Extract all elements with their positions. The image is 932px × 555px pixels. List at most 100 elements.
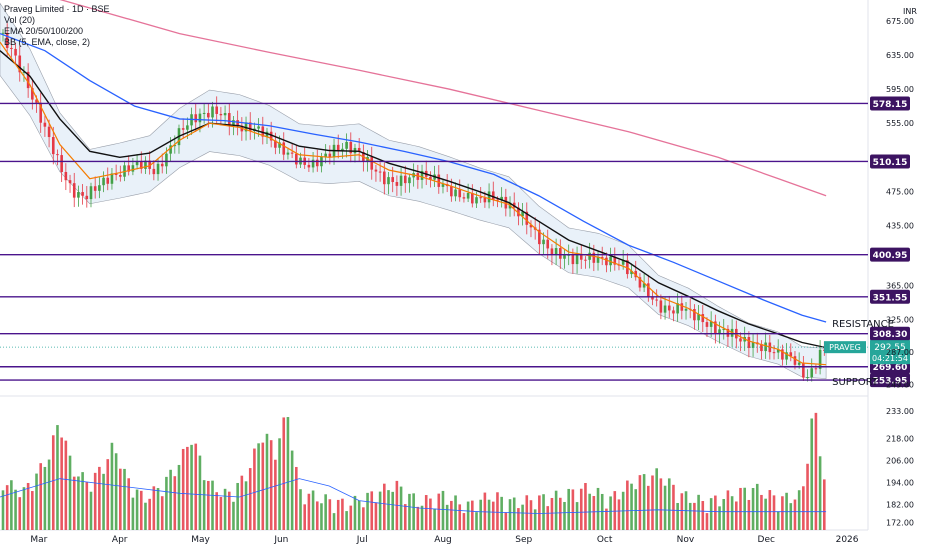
candle-body[interactable] bbox=[207, 112, 210, 118]
volume-bar[interactable] bbox=[299, 489, 302, 530]
candle-body[interactable] bbox=[504, 196, 508, 209]
volume-bar[interactable] bbox=[148, 498, 151, 530]
volume-bar[interactable] bbox=[244, 481, 248, 530]
volume-bar[interactable] bbox=[512, 497, 516, 530]
candle-body[interactable] bbox=[89, 186, 93, 200]
volume-bar[interactable] bbox=[219, 496, 223, 530]
candle-body[interactable] bbox=[626, 260, 629, 275]
volume-bar[interactable] bbox=[823, 479, 826, 530]
candle-body[interactable] bbox=[667, 305, 671, 311]
candle-body[interactable] bbox=[110, 173, 114, 184]
volume-bar[interactable] bbox=[458, 504, 462, 530]
candle-body[interactable] bbox=[173, 145, 177, 147]
volume-bar[interactable] bbox=[789, 503, 793, 530]
candle-body[interactable] bbox=[538, 229, 541, 245]
volume-bar[interactable] bbox=[462, 513, 466, 530]
volume-bar[interactable] bbox=[215, 492, 219, 530]
candle-body[interactable] bbox=[257, 126, 260, 129]
candle-body[interactable] bbox=[802, 362, 805, 378]
candle-body[interactable] bbox=[311, 159, 315, 168]
volume-bar[interactable] bbox=[647, 485, 650, 530]
candle-body[interactable] bbox=[471, 193, 474, 204]
volume-bar[interactable] bbox=[479, 499, 482, 530]
candle-body[interactable] bbox=[328, 153, 332, 158]
volume-bar[interactable] bbox=[269, 440, 273, 530]
candle-body[interactable] bbox=[525, 211, 529, 225]
candle-body[interactable] bbox=[349, 141, 353, 154]
volume-bar[interactable] bbox=[357, 500, 361, 530]
candle-body[interactable] bbox=[663, 305, 667, 313]
candle-body[interactable] bbox=[550, 248, 554, 255]
volume-bar[interactable] bbox=[194, 443, 198, 530]
volume-bar[interactable] bbox=[429, 498, 432, 530]
volume-bar[interactable] bbox=[202, 480, 206, 530]
volume-bar[interactable] bbox=[320, 503, 323, 530]
volume-bar[interactable] bbox=[186, 446, 189, 530]
candle-body[interactable] bbox=[35, 99, 38, 103]
candle-body[interactable] bbox=[336, 144, 340, 151]
candle-body[interactable] bbox=[496, 199, 499, 201]
volume-bar[interactable] bbox=[781, 496, 784, 530]
candle-body[interactable] bbox=[655, 299, 658, 301]
candle-body[interactable] bbox=[5, 32, 9, 48]
volume-bar[interactable] bbox=[127, 478, 131, 530]
volume-bar[interactable] bbox=[5, 485, 9, 530]
volume-bar[interactable] bbox=[72, 476, 76, 530]
volume-bar[interactable] bbox=[77, 476, 80, 530]
candle-body[interactable] bbox=[64, 171, 68, 181]
candle-body[interactable] bbox=[642, 283, 646, 288]
volume-bar[interactable] bbox=[743, 487, 746, 530]
volume-bar[interactable] bbox=[697, 494, 700, 530]
volume-bar[interactable] bbox=[81, 472, 84, 530]
volume-bar[interactable] bbox=[680, 493, 684, 530]
candle-body[interactable] bbox=[244, 122, 248, 132]
candle-body[interactable] bbox=[387, 177, 390, 185]
volume-bar[interactable] bbox=[529, 500, 533, 530]
candle-body[interactable] bbox=[554, 248, 558, 255]
candle-body[interactable] bbox=[215, 106, 219, 114]
volume-bar[interactable] bbox=[471, 500, 474, 530]
volume-bar[interactable] bbox=[600, 493, 604, 530]
candle-body[interactable] bbox=[186, 125, 189, 130]
candle-body[interactable] bbox=[102, 177, 105, 186]
candle-body[interactable] bbox=[152, 168, 156, 175]
candle-body[interactable] bbox=[814, 368, 818, 370]
volume-bar[interactable] bbox=[135, 489, 139, 530]
candle-body[interactable] bbox=[219, 113, 223, 116]
candle-body[interactable] bbox=[672, 310, 675, 314]
volume-bar[interactable] bbox=[362, 507, 365, 530]
volume-bar[interactable] bbox=[383, 483, 386, 530]
volume-bar[interactable] bbox=[688, 502, 692, 530]
candle-body[interactable] bbox=[160, 163, 164, 167]
volume-bar[interactable] bbox=[14, 489, 17, 530]
candle-body[interactable] bbox=[487, 191, 491, 203]
candle-body[interactable] bbox=[517, 207, 520, 217]
volume-bar[interactable] bbox=[605, 508, 608, 530]
volume-bar[interactable] bbox=[374, 502, 378, 530]
volume-bar[interactable] bbox=[64, 440, 68, 530]
candle-body[interactable] bbox=[634, 270, 638, 278]
candle-body[interactable] bbox=[571, 254, 575, 265]
volume-bar[interactable] bbox=[198, 455, 202, 530]
volume-bar[interactable] bbox=[282, 417, 286, 530]
candle-body[interactable] bbox=[588, 252, 591, 260]
volume-bar[interactable] bbox=[307, 493, 311, 530]
candle-body[interactable] bbox=[211, 106, 214, 118]
volume-bar[interactable] bbox=[806, 463, 809, 530]
volume-bar[interactable] bbox=[93, 472, 97, 530]
volume-bar[interactable] bbox=[571, 489, 575, 530]
volume-bar[interactable] bbox=[483, 492, 487, 530]
volume-bar[interactable] bbox=[579, 488, 583, 530]
volume-bar[interactable] bbox=[261, 442, 265, 530]
volume-bar[interactable] bbox=[659, 478, 663, 530]
candle-body[interactable] bbox=[747, 336, 751, 348]
legend-symbol[interactable]: Praveg Limited · 1D · BSE bbox=[4, 4, 110, 14]
volume-bar[interactable] bbox=[663, 485, 667, 530]
candle-body[interactable] bbox=[169, 145, 172, 154]
volume-bar[interactable] bbox=[10, 480, 13, 530]
volume-bar[interactable] bbox=[248, 468, 252, 530]
candle-body[interactable] bbox=[403, 175, 407, 184]
candle-body[interactable] bbox=[454, 189, 457, 197]
volume-bar[interactable] bbox=[651, 475, 654, 530]
